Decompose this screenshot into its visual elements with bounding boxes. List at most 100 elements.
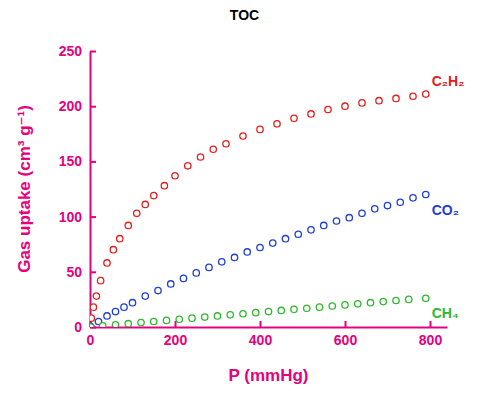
series-label: CO₂ <box>432 202 459 218</box>
data-point <box>372 206 378 212</box>
x-tick-label: 0 <box>87 332 95 348</box>
x-tick: 200 <box>164 321 188 348</box>
data-point <box>253 309 259 315</box>
data-point <box>304 305 310 311</box>
data-point <box>393 297 399 303</box>
data-point <box>90 304 96 310</box>
data-point <box>138 319 144 325</box>
data-point <box>125 320 131 326</box>
data-point <box>125 222 131 228</box>
y-axis: 0 50 100 150 200 250 <box>59 43 96 335</box>
x-tick-mark <box>345 321 347 327</box>
data-point <box>257 244 263 250</box>
y-tick-label: 200 <box>59 98 83 114</box>
data-point <box>189 315 195 321</box>
y-tick: 250 <box>59 43 96 59</box>
data-point <box>342 103 348 109</box>
data-point <box>367 300 373 306</box>
data-points <box>90 91 429 327</box>
x-tick-mark <box>260 321 262 327</box>
y-tick: 200 <box>59 98 96 114</box>
series-label: CH₄ <box>432 305 459 321</box>
data-point <box>155 287 161 293</box>
data-point <box>342 302 348 308</box>
data-point <box>93 293 99 299</box>
data-point <box>161 182 167 188</box>
data-point <box>346 215 352 221</box>
data-point <box>151 192 157 198</box>
data-point <box>185 163 191 169</box>
data-point <box>100 323 106 327</box>
data-point <box>197 154 203 160</box>
x-axis-title: P (mmHg) <box>229 366 309 385</box>
data-point <box>117 235 123 241</box>
y-tick-label: 50 <box>66 264 82 280</box>
data-point <box>393 95 399 101</box>
y-tick-label: 100 <box>59 209 83 225</box>
data-point <box>121 304 127 310</box>
y-tick-label: 0 <box>74 319 82 335</box>
plot: 0200400600800050100150200250C₂H₂CO₂CH₄ <box>59 43 465 348</box>
data-point <box>104 260 110 266</box>
y-tick-mark <box>90 216 96 218</box>
series <box>90 191 429 327</box>
data-point <box>278 307 284 313</box>
y-tick-label: 250 <box>59 43 83 59</box>
data-point <box>219 259 225 265</box>
x-tick-label: 800 <box>419 332 443 348</box>
data-point <box>180 275 186 281</box>
y-tick: 150 <box>59 153 96 169</box>
data-point <box>355 301 361 307</box>
x-tick: 800 <box>419 321 443 348</box>
data-point <box>202 314 208 320</box>
data-point <box>142 201 148 207</box>
series-label: C₂H₂ <box>432 73 465 89</box>
data-point <box>90 323 94 327</box>
data-point <box>397 199 403 205</box>
data-point <box>308 227 314 233</box>
data-point <box>359 210 365 216</box>
title: TOC <box>230 7 259 23</box>
data-point <box>193 270 199 276</box>
y-axis-title: Gas uptake (cm³ g⁻¹) <box>15 105 34 273</box>
x-tick-label: 200 <box>164 332 188 348</box>
data-point <box>244 249 250 255</box>
data-point <box>110 247 116 253</box>
data-point <box>423 295 429 301</box>
series <box>90 295 429 327</box>
data-point <box>308 111 314 117</box>
y-tick-mark <box>90 161 96 163</box>
data-point <box>410 93 416 99</box>
data-point <box>129 300 135 306</box>
x-tick-label: 400 <box>249 332 273 348</box>
x-axis-line <box>91 327 448 329</box>
data-point <box>295 231 301 237</box>
data-point <box>291 115 297 121</box>
y-tick-mark <box>90 106 96 108</box>
data-point <box>265 308 271 314</box>
data-point <box>406 296 412 302</box>
data-point <box>210 146 216 152</box>
data-point <box>282 235 288 241</box>
data-point <box>423 191 429 197</box>
data-point <box>384 202 390 208</box>
data-point <box>112 322 118 327</box>
data-point <box>380 298 386 304</box>
data-point <box>104 313 110 319</box>
data-point <box>227 312 233 318</box>
y-tick-label: 150 <box>59 153 83 169</box>
y-tick-mark <box>90 51 96 53</box>
data-point <box>97 277 103 283</box>
data-point <box>223 141 229 147</box>
data-point <box>257 126 263 132</box>
data-point <box>316 304 322 310</box>
data-point <box>325 106 331 112</box>
data-point <box>240 311 246 317</box>
chart: TOC0200400600800050100150200250C₂H₂CO₂CH… <box>0 0 489 415</box>
data-point <box>231 254 237 260</box>
data-point <box>240 133 246 139</box>
data-point <box>214 313 220 319</box>
series <box>90 91 429 322</box>
data-point <box>359 100 365 106</box>
y-tick-mark <box>90 271 96 273</box>
